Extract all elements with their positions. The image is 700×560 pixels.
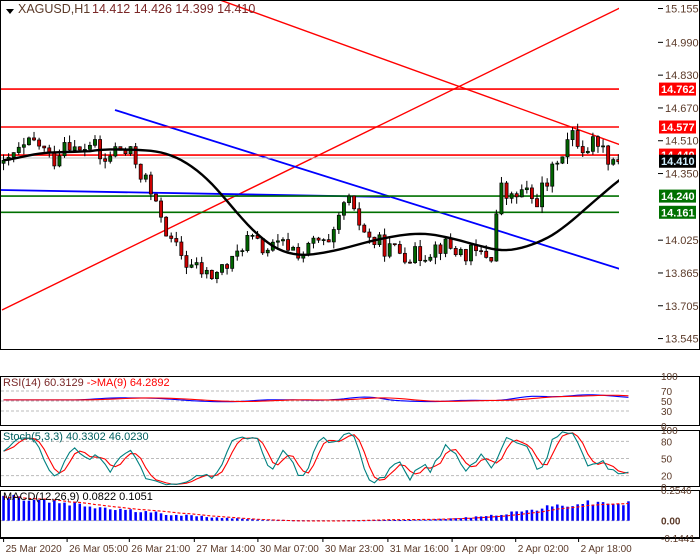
- svg-text:2 Apr 18:00: 2 Apr 18:00: [581, 544, 633, 555]
- svg-text:0.00: 0.00: [661, 517, 681, 528]
- svg-text:20: 20: [661, 472, 673, 483]
- svg-text:50: 50: [661, 455, 673, 466]
- svg-text:26 Mar 21:00: 26 Mar 21:00: [131, 544, 190, 555]
- svg-text:31 Mar 16:00: 31 Mar 16:00: [390, 544, 449, 555]
- svg-text:MACD(12,26,9) 0.0822 0.1051: MACD(12,26,9) 0.0822 0.1051: [3, 491, 153, 503]
- svg-text:100: 100: [661, 372, 678, 383]
- svg-text:80: 80: [661, 437, 673, 448]
- svg-text:14.990: 14.990: [665, 37, 699, 49]
- svg-text:14.350: 14.350: [665, 169, 699, 181]
- svg-text:15.155: 15.155: [665, 4, 699, 16]
- svg-text:14.025: 14.025: [665, 235, 699, 247]
- svg-text:14.830: 14.830: [665, 70, 699, 82]
- svg-text:Stoch(5,3,3) 40.3302 46.0230: Stoch(5,3,3) 40.3302 46.0230: [3, 431, 149, 443]
- svg-text:100: 100: [661, 426, 678, 437]
- svg-text:14.412 14.426 14.399 14.410: 14.412 14.426 14.399 14.410: [92, 2, 255, 16]
- svg-text:14.577: 14.577: [661, 122, 695, 134]
- svg-text:13.865: 13.865: [665, 268, 699, 280]
- svg-text:14.240: 14.240: [661, 191, 695, 203]
- svg-text:XAGUSD,H1: XAGUSD,H1: [18, 2, 90, 16]
- svg-text:-0.1441: -0.1441: [661, 534, 695, 545]
- svg-text:14.410: 14.410: [661, 156, 695, 168]
- svg-text:30 Mar 07:00: 30 Mar 07:00: [260, 544, 319, 555]
- svg-text:1 Apr 09:00: 1 Apr 09:00: [454, 544, 506, 555]
- svg-text:30: 30: [661, 407, 673, 418]
- svg-text:14.670: 14.670: [665, 103, 699, 115]
- svg-text:14.161: 14.161: [661, 207, 695, 219]
- svg-text:14.510: 14.510: [665, 136, 699, 148]
- svg-text:RSI(14) 60.3129 ->MA(9) 64.28: RSI(14) 60.3129 ->MA(9) 64.2892: [3, 377, 170, 389]
- svg-text:30 Mar 23:00: 30 Mar 23:00: [325, 544, 384, 555]
- svg-text:2 Apr 02:00: 2 Apr 02:00: [518, 544, 570, 555]
- svg-text:13.545: 13.545: [665, 334, 699, 346]
- svg-text:25 Mar 2020: 25 Mar 2020: [6, 544, 63, 555]
- svg-text:27 Mar 14:00: 27 Mar 14:00: [196, 544, 255, 555]
- svg-text:13.705: 13.705: [665, 301, 699, 313]
- svg-text:14.762: 14.762: [661, 84, 695, 96]
- svg-text:0.2546: 0.2546: [661, 486, 692, 497]
- svg-text:26 Mar 05:00: 26 Mar 05:00: [69, 544, 128, 555]
